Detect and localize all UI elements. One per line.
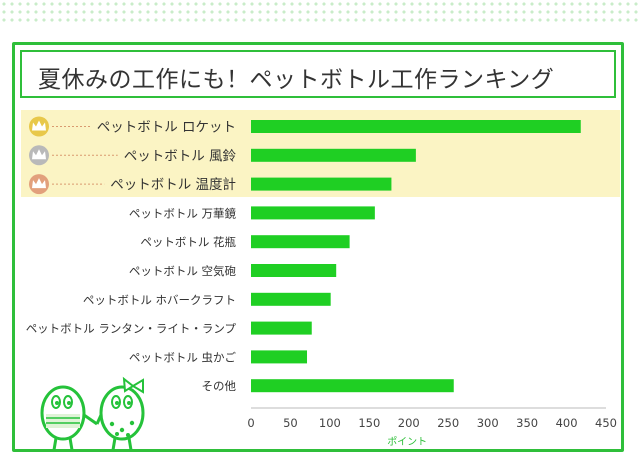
category-label-7: ペットボトル ホバークラフト [83,293,236,307]
gold-crown-icon-crown [32,120,46,131]
category-label-4: ペットボトル 万華鏡 [129,206,237,220]
bar-6 [251,264,337,277]
bar-5 [251,235,350,249]
bar-2 [251,148,416,162]
category-label-5: ペットボトル 花瓶 [140,235,236,249]
silver-crown-icon-crown [32,149,46,160]
category-label-10: その他 [202,379,237,393]
bronze-crown-icon-crown [32,178,46,189]
x-tick-label-4: 200 [398,416,420,430]
x-tick-label-1: 50 [283,416,298,430]
mascot-right [95,376,145,451]
x-axis: 0 50 100 150 200 250 300 350 400 450 ポイント [247,407,617,448]
x-tick-label-9: 450 [595,416,617,430]
bar-1 [251,120,581,133]
bar-4 [251,206,375,220]
x-tick-label-0: 0 [247,416,254,430]
category-label-3: ペットボトル 温度計 [110,177,236,193]
mascot-left [40,385,98,451]
category-label-1: ペットボトル ロケット [97,120,236,136]
title-box: 夏休みの工作にも！ペットボトル工作ランキング [20,50,616,98]
x-tick-label-3: 150 [358,416,380,430]
category-label-2: ペットボトル 風鈴 [124,148,237,164]
category-label-8: ペットボトル ランタン・ライト・ランプ [26,322,237,336]
bar-9 [251,350,308,364]
bar-7 [251,292,331,306]
dotted-border-decoration [0,0,640,22]
category-label-6: ペットボトル 空気砲 [129,264,237,278]
bar-10 [251,379,454,393]
bar-8 [251,321,312,335]
x-tick-label-5: 250 [437,416,459,430]
x-tick-label-8: 400 [556,416,578,430]
chart-title: 夏休みの工作にも！ペットボトル工作ランキング [38,67,555,93]
bar-series [251,120,581,393]
bar-3 [251,177,392,191]
mascot-illustration [40,376,145,451]
x-axis-label: ポイント [387,436,427,448]
x-tick-label-6: 300 [477,416,499,430]
x-tick-label-7: 350 [516,416,538,430]
x-tick-label-2: 100 [319,416,341,430]
category-label-9: ペットボトル 虫かご [129,350,237,364]
